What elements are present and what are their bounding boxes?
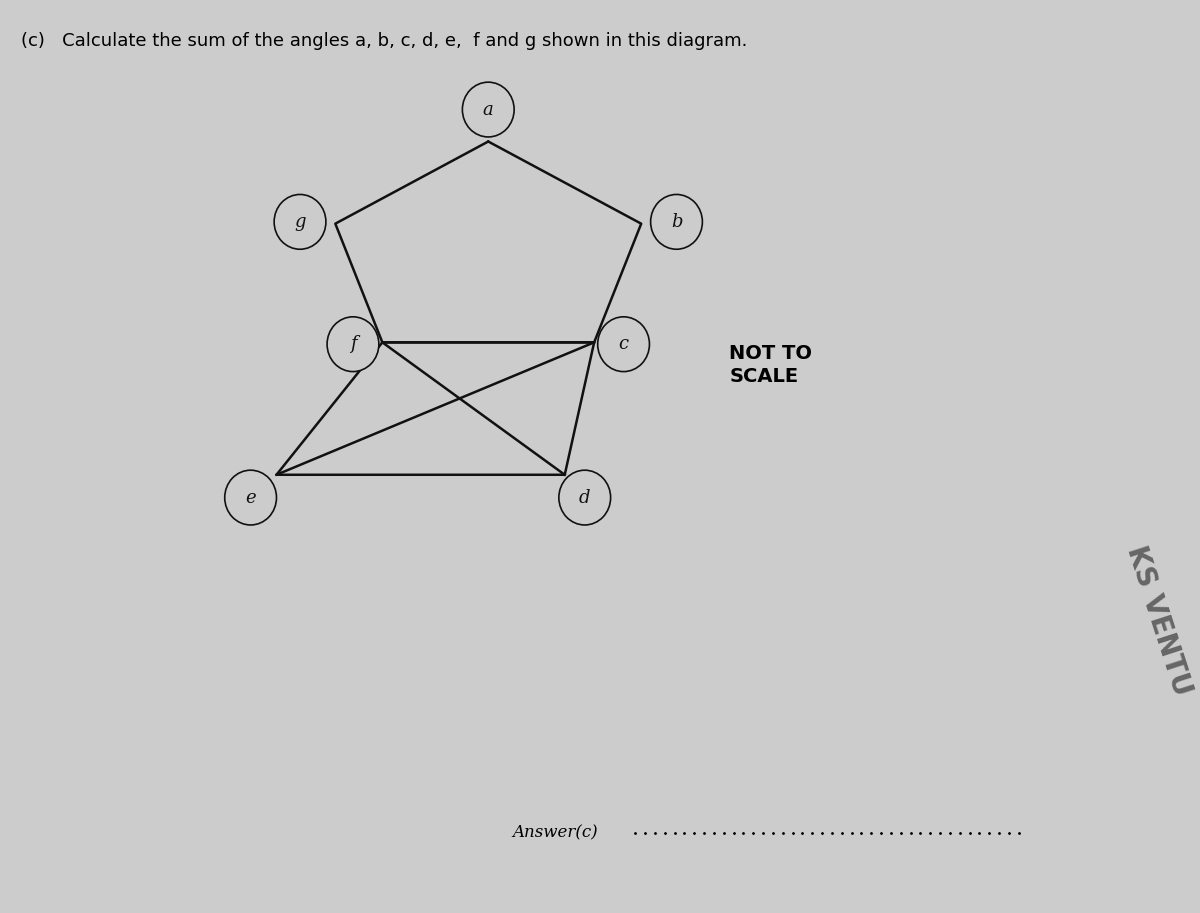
Text: (c)   Calculate the sum of the angles a, b, c, d, e,  f and g shown in this diag: (c) Calculate the sum of the angles a, b… [22,32,748,50]
Text: g: g [294,213,306,231]
Text: d: d [578,488,590,507]
Ellipse shape [462,82,514,137]
Text: c: c [618,335,629,353]
Text: a: a [482,100,493,119]
Text: f: f [349,335,356,353]
Ellipse shape [650,194,702,249]
Ellipse shape [328,317,379,372]
Ellipse shape [598,317,649,372]
Text: b: b [671,213,683,231]
Text: Answer(c): Answer(c) [511,824,598,841]
Text: e: e [245,488,256,507]
Ellipse shape [274,194,326,249]
Ellipse shape [224,470,276,525]
Ellipse shape [559,470,611,525]
Text: NOT TO
SCALE: NOT TO SCALE [730,344,812,386]
Text: KS VENTU: KS VENTU [1122,542,1196,699]
